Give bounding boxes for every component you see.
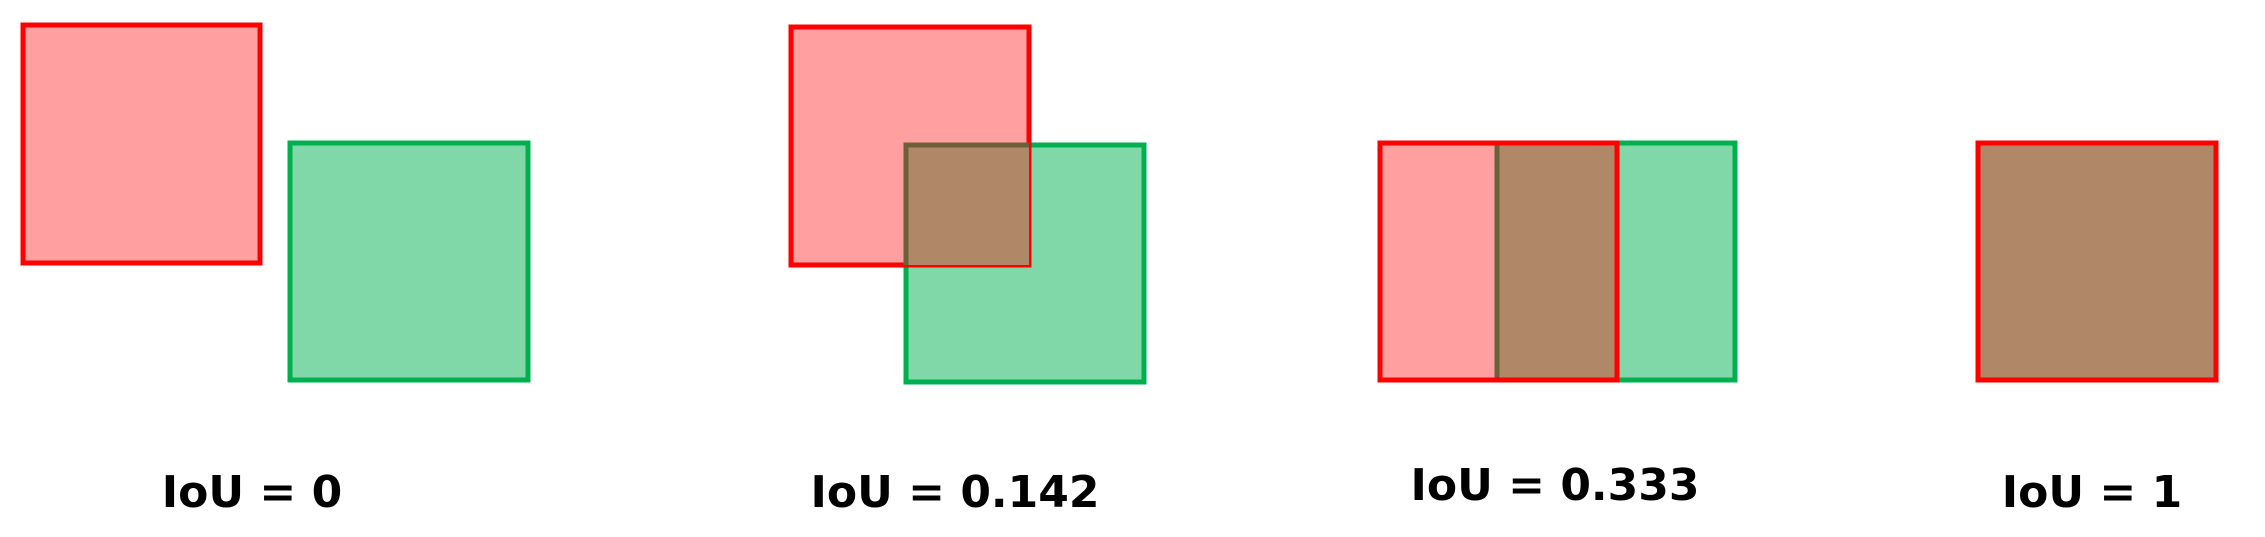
example-iou-0-142: IoU = 0.142 <box>788 24 1147 518</box>
overlap-outline <box>903 142 1029 265</box>
example-iou-0-333: IoU = 0.333 <box>1377 140 1738 511</box>
iou-label: IoU = 0.142 <box>810 467 1099 518</box>
predicted-box-border <box>1377 140 1620 383</box>
iou-label: IoU = 0 <box>162 467 342 518</box>
iou-label: IoU = 1 <box>2002 467 2182 518</box>
overlap-box <box>1975 140 2219 383</box>
example-iou-1: IoU = 1 <box>1975 140 2219 518</box>
overlap-region <box>1497 143 1617 380</box>
overlap-region <box>906 145 1029 265</box>
iou-label: IoU = 0.333 <box>1410 460 1699 511</box>
example-iou-0: IoU = 0 <box>20 22 531 518</box>
predicted-box <box>20 22 263 266</box>
ground-truth-box <box>287 140 531 383</box>
